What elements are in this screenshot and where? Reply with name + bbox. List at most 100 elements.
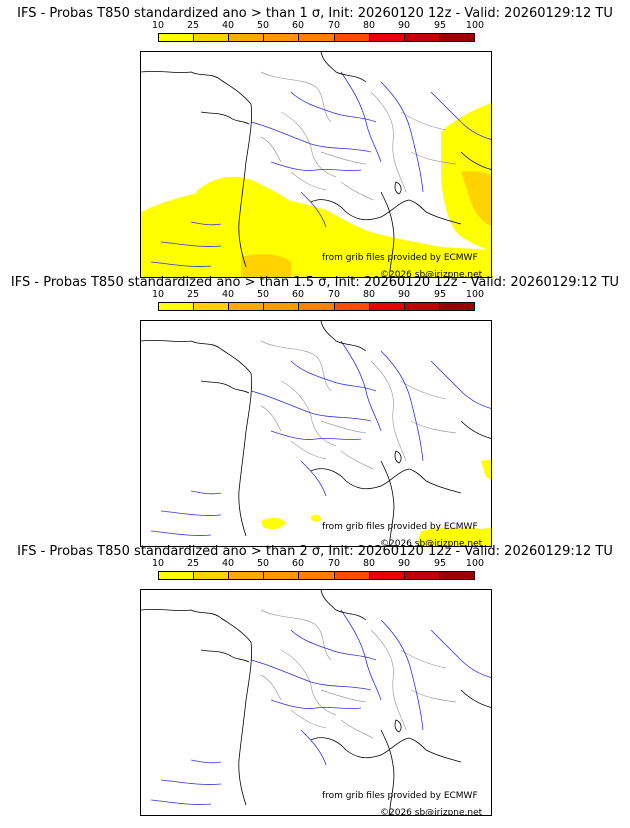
admin-border [410,151,457,165]
credit-copyright: ©2026 sb@irizpne.net [380,808,483,816]
coastline [380,460,395,546]
admin-border [340,450,374,470]
admin-border [320,151,367,165]
colorbar-tick-label: 25 [186,289,200,300]
colorbar-swatch [439,34,474,41]
colorbar-swatch [159,303,195,310]
coastline [408,468,462,494]
coastline [310,737,410,759]
river [160,510,222,516]
colorbar-swatch [369,34,405,41]
river [250,390,372,422]
river [290,91,377,123]
panel-1sigma: IFS - Probas T850 standardized ano > tha… [0,6,630,278]
river [160,241,222,247]
river [270,430,362,440]
coastline [394,450,402,464]
admin-border [280,111,337,178]
admin-border [320,689,367,703]
credit-source: from grib files provided by ECMWF [322,253,478,263]
colorbar-tick-label: 95 [433,289,447,300]
coastline [394,719,402,733]
colorbar-tick-label: 100 [465,289,485,300]
coastline [141,71,252,105]
coastline [238,641,252,806]
coastline [320,590,367,621]
admin-border [340,719,374,739]
colorbar-tick-label: 70 [327,20,341,31]
panel-2sigma: IFS - Probas T850 standardized ano > tha… [0,544,630,816]
colorbar-swatches [158,571,475,580]
river [250,659,372,691]
river [430,91,491,140]
colorbar-swatch [194,34,230,41]
colorbar-swatch [229,572,265,579]
coastline [380,191,395,277]
admin-border [260,71,332,123]
colorbar-swatch [264,572,300,579]
colorbar-swatch [299,34,335,41]
river [430,360,491,409]
river [290,360,377,392]
panel-title: IFS - Probas T850 standardized ano > tha… [10,275,620,290]
panel-title: IFS - Probas T850 standardized ano > tha… [17,544,613,559]
river [300,460,327,497]
panel-1-5sigma: IFS - Probas T850 standardized ano > tha… [0,275,630,547]
colorbar-swatch [299,303,335,310]
colorbar-swatches [158,302,475,311]
colorbar-tick-label: 90 [397,289,411,300]
map-outlines [141,321,491,546]
river [300,191,327,228]
admin-border [370,360,407,462]
colorbar-swatch [299,572,335,579]
coastline [460,689,491,708]
river [340,609,382,701]
river [190,759,222,764]
coastline [320,321,367,352]
colorbar-tick-label: 60 [291,289,305,300]
river [340,340,382,432]
probability-map: from grib files provided by ECMWF ©2026 … [140,589,492,816]
river [160,779,222,785]
colorbar-swatch [334,34,370,41]
colorbar-tick-label: 50 [256,558,270,569]
river [250,121,372,153]
river [340,71,382,163]
colorbar-swatches [158,33,475,42]
colorbar-swatch [334,303,370,310]
colorbar-tick-label: 80 [362,289,376,300]
colorbar-swatch [194,572,230,579]
river [380,350,424,462]
colorbar-tick-label: 80 [362,558,376,569]
colorbar-swatch [334,572,370,579]
colorbar-swatch [229,34,265,41]
probability-shading [261,459,491,546]
coastline [320,52,367,83]
colorbar-tick-label: 25 [186,20,200,31]
colorbar-swatch [264,303,300,310]
river [190,221,222,226]
colorbar-swatch [404,34,440,41]
admin-border [290,440,327,460]
coastline [310,199,410,221]
admin-border [260,674,282,701]
probability-map: from grib files provided by ECMWF ©2026 … [140,320,492,547]
coastline [460,151,491,170]
admin-border [260,405,282,432]
colorbar-tick-label: 50 [256,20,270,31]
colorbar-swatch [264,34,300,41]
colorbar-tick-label: 100 [465,558,485,569]
colorbar-tick-label: 90 [397,558,411,569]
admin-border [280,380,337,447]
river [380,81,424,193]
river [380,619,424,731]
admin-border [280,649,337,716]
credit-source: from grib files provided by ECMWF [322,791,478,801]
colorbar-swatch [369,303,405,310]
river [300,729,327,766]
colorbar-tick-label: 70 [327,558,341,569]
colorbar-swatch [229,303,265,310]
colorbar-tick-label: 60 [291,558,305,569]
colorbar-tick-label: 10 [151,558,165,569]
river [270,161,362,171]
